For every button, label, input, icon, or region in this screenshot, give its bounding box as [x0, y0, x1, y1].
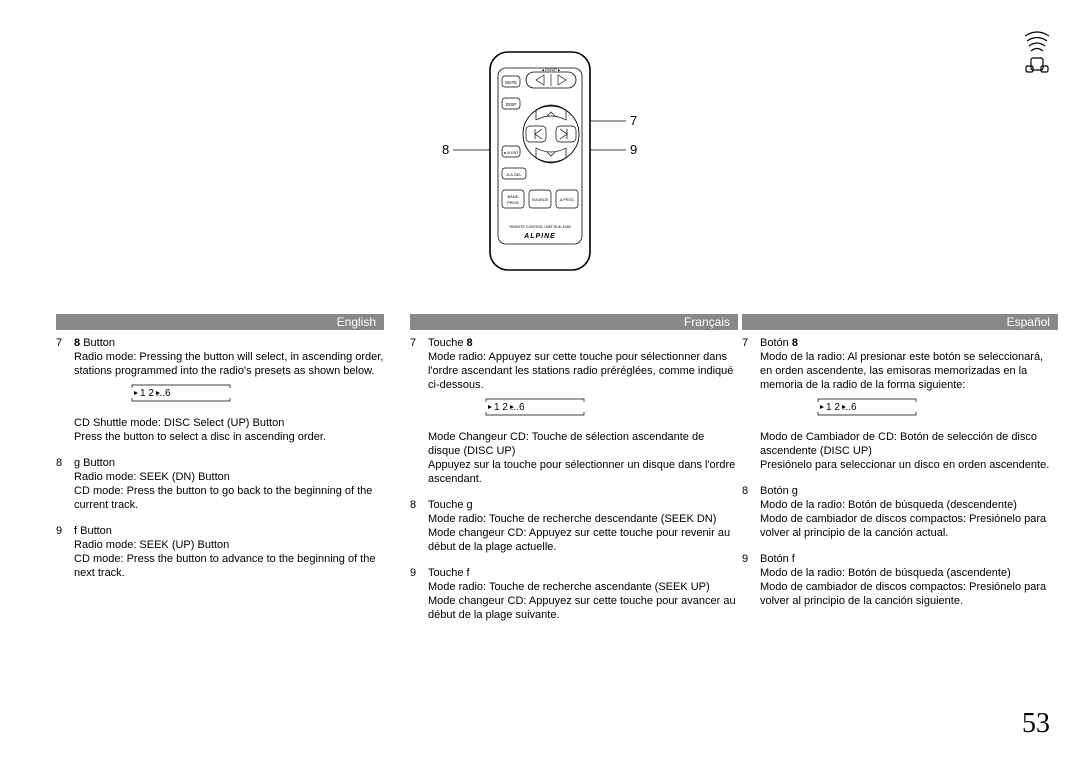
item-number: 9	[742, 552, 760, 608]
ir-wireless-icon	[1020, 30, 1054, 79]
english-banner: English	[56, 314, 384, 330]
item-text: Mode radio: Appuyez sur cette touche pou…	[428, 350, 738, 392]
item-text: Modo de cambiador de discos compactos: P…	[760, 580, 1058, 608]
svg-text:DISP: DISP	[506, 102, 517, 107]
svg-text:ALPINE: ALPINE	[523, 233, 556, 240]
es-item-8: 8 Botón g Modo de la radio: Botón de bús…	[742, 484, 1058, 540]
item-title: Touche g	[428, 498, 738, 512]
en-item-8: 8 g Button Radio mode: SEEK (DN) Button …	[56, 456, 384, 512]
preset-sequence: 1 2 ...6	[130, 384, 384, 406]
item-text: Radio mode: SEEK (DN) Button	[74, 470, 384, 484]
item-text: Mode radio: Touche de recherche descenda…	[428, 512, 738, 526]
item-title: f Button	[74, 524, 384, 538]
svg-text:1 2 ...6: 1 2 ...6	[494, 402, 525, 413]
svg-text:►/II ENT: ►/II ENT	[504, 151, 520, 155]
item-text: CD Shuttle mode: DISC Select (UP) Button	[74, 416, 384, 430]
item-text: Modo de Cambiador de CD: Botón de selecc…	[760, 430, 1058, 458]
page-number: 53	[1022, 708, 1050, 740]
item-text: Radio mode: Pressing the button will sel…	[74, 350, 384, 378]
preset-sequence: 1 2 ...6	[816, 398, 1058, 420]
callout-9: 9	[630, 142, 637, 157]
svg-text:A.A.SEL: A.A.SEL	[506, 172, 522, 177]
svg-text:BAND: BAND	[507, 194, 518, 199]
fr-item-7: 7 Touche 8 Mode radio: Appuyez sur cette…	[410, 336, 738, 486]
item-text: Radio mode: SEEK (UP) Button	[74, 538, 384, 552]
item-number: 7	[742, 336, 760, 472]
callout-7: 7	[630, 113, 637, 128]
item-text: Modo de la radio: Botón de búsqueda (asc…	[760, 566, 1058, 580]
item-title: Touche	[428, 337, 467, 349]
item-title: Botón g	[760, 484, 1058, 498]
item-number: 9	[410, 566, 428, 622]
item-text: Modo de cambiador de discos compactos: P…	[760, 512, 1058, 540]
remote-diagram: MUTE ▲DN/UP▲ DISP ►/II ENT	[400, 50, 680, 280]
spanish-column: 7 Botón 8 Modo de la radio: Al presionar…	[742, 336, 1058, 620]
svg-text:1 2 ...6: 1 2 ...6	[826, 402, 857, 413]
svg-text:MUTE: MUTE	[505, 80, 517, 85]
item-number: 7	[56, 336, 74, 444]
item-text: Modo de la radio: Al presionar este botó…	[760, 350, 1058, 392]
item-title: Button	[83, 337, 115, 349]
item-text: Mode changeur CD: Appuyez sur cette touc…	[428, 594, 738, 622]
item-text: Modo de la radio: Botón de búsqueda (des…	[760, 498, 1058, 512]
es-item-7: 7 Botón 8 Modo de la radio: Al presionar…	[742, 336, 1058, 472]
preset-sequence: 1 2 ...6	[484, 398, 738, 420]
french-banner: Français	[410, 314, 738, 330]
item-title: Botón f	[760, 552, 1058, 566]
item-number: 9	[56, 524, 74, 580]
item-number: 8	[410, 498, 428, 554]
item-number: 7	[410, 336, 428, 486]
item-text: Press the button to select a disc in asc…	[74, 430, 384, 444]
fr-item-8: 8 Touche g Mode radio: Touche de recherc…	[410, 498, 738, 554]
french-column: 7 Touche 8 Mode radio: Appuyez sur cette…	[410, 336, 738, 634]
svg-text:A.PROC: A.PROC	[560, 198, 575, 202]
item-title-icon: 8	[792, 337, 798, 349]
svg-text:1 2 ...6: 1 2 ...6	[140, 388, 171, 399]
item-title-icon: 8	[467, 337, 473, 349]
item-text: Mode Changeur CD: Touche de sélection as…	[428, 430, 738, 458]
item-text: Appuyez sur la touche pour sélectionner …	[428, 458, 738, 486]
english-column: 7 8 Button Radio mode: Pressing the butt…	[56, 336, 384, 592]
en-item-7: 7 8 Button Radio mode: Pressing the butt…	[56, 336, 384, 444]
item-title: Touche f	[428, 566, 738, 580]
es-item-9: 9 Botón f Modo de la radio: Botón de bús…	[742, 552, 1058, 608]
item-text: Presiónelo para seleccionar un disco en …	[760, 458, 1058, 472]
en-item-9: 9 f Button Radio mode: SEEK (UP) Button …	[56, 524, 384, 580]
svg-text:REMOTE CONTROL UNIT RUE-4185: REMOTE CONTROL UNIT RUE-4185	[510, 225, 571, 229]
svg-text:PROG: PROG	[507, 200, 519, 205]
item-title: Botón	[760, 337, 792, 349]
callout-8: 8	[442, 142, 449, 157]
item-text: CD mode: Press the button to advance to …	[74, 552, 384, 580]
svg-text:SOURCE: SOURCE	[532, 198, 549, 202]
item-text: CD mode: Press the button to go back to …	[74, 484, 384, 512]
item-number: 8	[742, 484, 760, 540]
item-text: Mode changeur CD: Appuyez sur cette touc…	[428, 526, 738, 554]
item-text: Mode radio: Touche de recherche ascendan…	[428, 580, 738, 594]
spanish-banner: Español	[742, 314, 1058, 330]
item-number: 8	[56, 456, 74, 512]
item-title: g Button	[74, 456, 384, 470]
svg-text:▲DN/UP▲: ▲DN/UP▲	[541, 68, 560, 72]
fr-item-9: 9 Touche f Mode radio: Touche de recherc…	[410, 566, 738, 622]
item-title-icon: 8	[74, 337, 80, 349]
